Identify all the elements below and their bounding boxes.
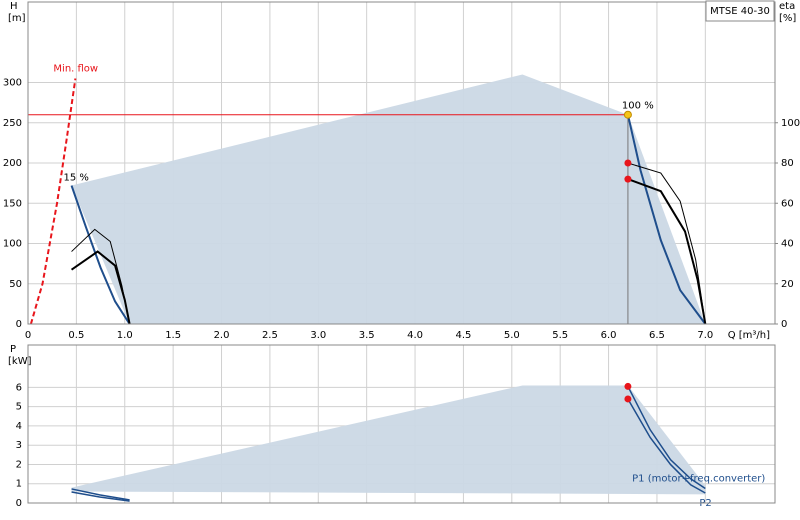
duty-point [624,159,632,167]
x-tick-label: 2.0 [214,330,230,341]
y-tick-label: 4 [16,421,22,432]
x-tick-label: 5.5 [552,330,568,341]
y-tick-label: 3 [16,440,22,451]
y-axis-label: P [10,344,16,355]
envelope-area [71,74,706,324]
x-tick-label: 1.0 [117,330,133,341]
curve [627,386,706,490]
y-axis-label: H [10,1,18,12]
curve [627,398,706,494]
x-tick-label: 3.5 [359,330,375,341]
y-tick-label: 1 [16,479,22,490]
curve [627,178,707,325]
y-tick-label: 0 [16,498,22,509]
curve [29,78,77,325]
y2-tick-label: 80 [781,158,794,169]
duty-point [624,175,632,183]
y2-tick-label: 60 [781,198,794,209]
x-tick-label: 2.5 [262,330,278,341]
plot-frame [27,344,776,504]
curve [627,162,706,325]
y2-tick-label: 20 [781,279,794,290]
y-axis-unit: [m] [8,13,26,24]
curve [70,185,131,325]
y-tick-label: 5 [16,402,22,413]
x-tick-label: 6.5 [649,330,665,341]
x-tick-label: 4.0 [407,330,423,341]
title-box [705,0,775,22]
curve [71,491,130,502]
x-tick-label: 0 [25,330,31,341]
x-tick-label: 0.5 [68,330,84,341]
plot-frame [27,1,776,325]
x-tick-label: 7.0 [697,330,713,341]
chart-title: MTSE 40-30 [710,6,770,17]
x-tick-label: 1.5 [165,330,181,341]
x-tick-label: 6.0 [601,330,617,341]
curve [626,114,707,325]
y-tick-label: 100 [3,239,22,250]
y-tick-label: 2 [16,459,22,470]
y2-tick-label: 40 [781,239,794,250]
curve [70,250,131,325]
y2-tick-label: 0 [781,319,787,330]
y-tick-label: 200 [3,158,22,169]
duty-point [624,382,632,390]
curve-label: Min. flow [53,63,98,74]
y2-axis-unit: [%] [779,13,796,24]
duty-point [624,395,632,403]
x-tick-label: 5.0 [504,330,520,341]
y-tick-label: 6 [16,382,22,393]
x-tick-label: 4.5 [455,330,471,341]
y-tick-label: 300 [3,78,22,89]
x-axis-label: Q [m³/h] [728,330,770,341]
x-tick-label: 3.0 [310,330,326,341]
curve-label: P1 (motor+freq.converter) [632,474,765,485]
curve [71,488,130,501]
y2-tick-label: 100 [781,118,800,129]
y2-axis-label: eta [779,1,795,12]
y-tick-label: 150 [3,198,22,209]
curve-label: 15 % [64,173,89,184]
envelope-area [71,385,706,495]
y-tick-label: 50 [9,279,22,290]
y-tick-label: 250 [3,118,22,129]
y-tick-label: 0 [16,319,22,330]
y-axis-unit: [kW] [8,356,32,367]
duty-point [623,110,632,119]
curve-label: 100 % [622,101,654,112]
